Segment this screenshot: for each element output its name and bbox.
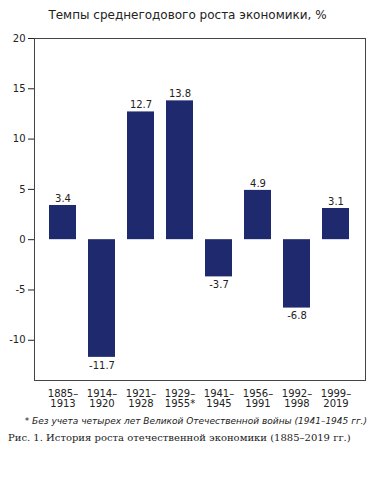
svg-text:-5: -5 [16, 284, 26, 295]
svg-text:1914–1920: 1914–1920 [87, 388, 117, 409]
svg-text:1885–1913: 1885–1913 [48, 388, 78, 409]
svg-text:1921–1928: 1921–1928 [126, 388, 156, 409]
svg-text:0: 0 [19, 234, 25, 245]
svg-text:15: 15 [13, 83, 26, 94]
svg-text:-11.7: -11.7 [89, 360, 115, 371]
svg-text:-10: -10 [9, 334, 25, 345]
svg-text:1956–1991: 1956–1991 [243, 388, 273, 409]
svg-text:13.8: 13.8 [169, 88, 191, 99]
svg-text:12.7: 12.7 [130, 99, 152, 110]
html-text:Рис. 1. История роста отечеств: Рис. 1. История роста отечественной экон… [8, 432, 351, 443]
html-text:* Без учета четырех лет Велико: * Без учета четырех лет Великой Отечеств… [24, 416, 367, 426]
svg-text:4.9: 4.9 [250, 178, 266, 189]
svg-text:20: 20 [13, 33, 26, 44]
svg-text:3.1: 3.1 [328, 196, 344, 207]
svg-text:5: 5 [19, 184, 25, 195]
svg-text:-6.8: -6.8 [287, 310, 307, 321]
svg-text:1941–1945: 1941–1945 [204, 388, 234, 409]
svg-text:-3.7: -3.7 [209, 279, 229, 290]
svg-text:3.4: 3.4 [55, 193, 71, 204]
svg-text:10: 10 [13, 133, 26, 144]
html-text:Темпы среднегодового роста эко: Темпы среднегодового роста экономики, % [48, 8, 327, 22]
svg-text:1992–1998: 1992–1998 [282, 388, 312, 409]
svg-text:1929–1955*: 1929–1955* [165, 388, 195, 409]
svg-text:1999–2019: 1999–2019 [321, 388, 351, 409]
